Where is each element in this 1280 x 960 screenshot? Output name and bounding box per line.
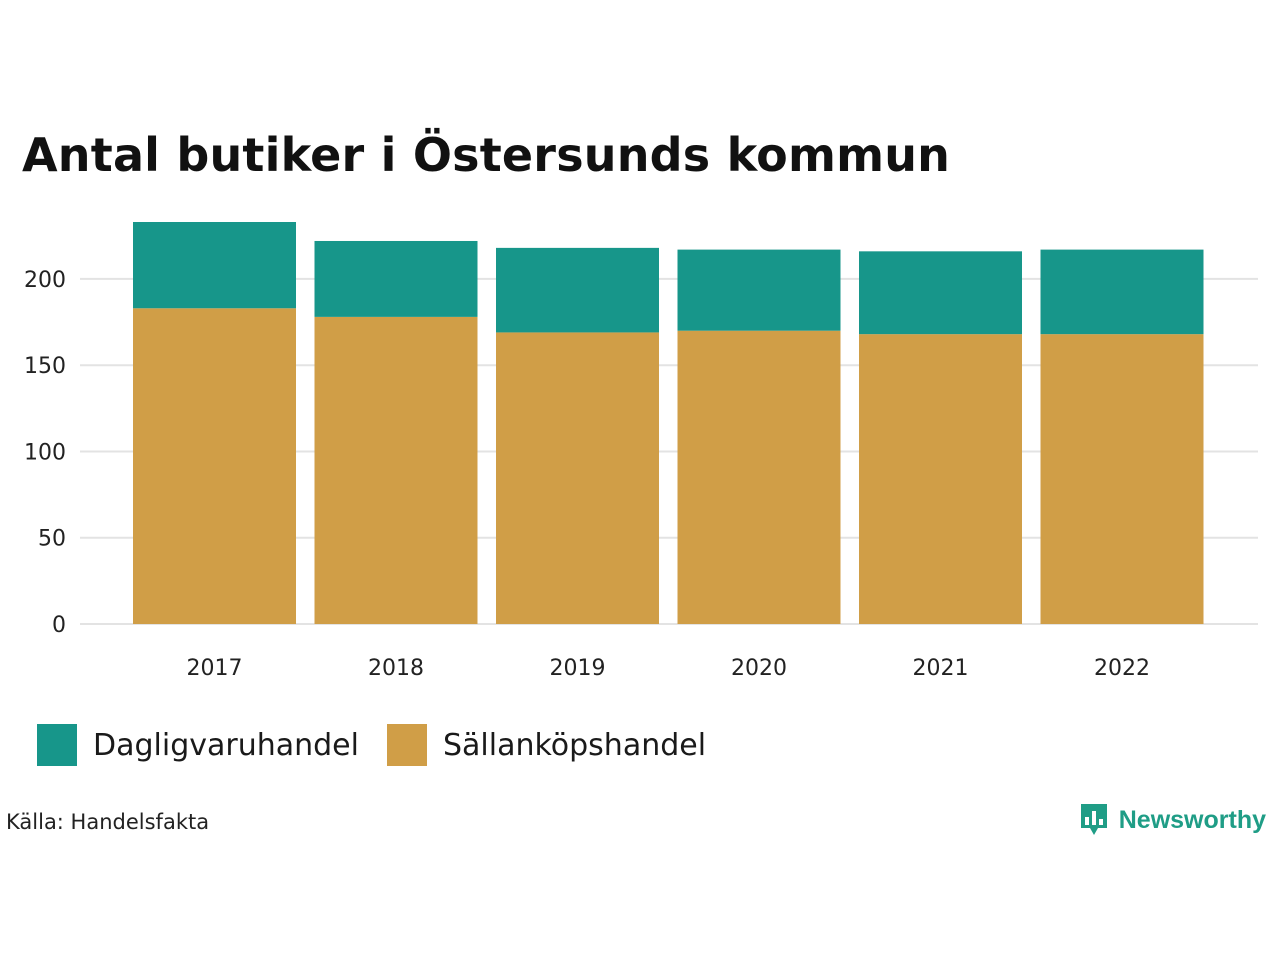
y-tick-label-0: 0 xyxy=(52,613,66,638)
brand-name: Newsworthy xyxy=(1118,805,1266,834)
bar-sallankopshandel-2021 xyxy=(859,334,1022,624)
legend-item-dagligvaruhandel: Dagligvaruhandel xyxy=(37,724,359,766)
x-tick-label-2019: 2019 xyxy=(550,656,606,681)
bar-dagligvaruhandel-2018 xyxy=(314,240,478,317)
legend: Dagligvaruhandel Sällanköpshandel xyxy=(37,724,734,766)
brand: Newsworthy xyxy=(1079,802,1266,838)
legend-label-dagligvaruhandel: Dagligvaruhandel xyxy=(93,727,359,763)
y-tick-label-100: 100 xyxy=(24,440,66,465)
x-tick-label-2018: 2018 xyxy=(368,656,424,681)
chart-title: Antal butiker i Östersunds kommun xyxy=(22,128,951,182)
bar-sallankopshandel-2019 xyxy=(496,332,659,624)
y-tick-label-150: 150 xyxy=(24,354,66,379)
legend-label-sallankopshandel: Sällanköpshandel xyxy=(442,727,707,763)
bar-dagligvaruhandel-2017 xyxy=(133,222,296,309)
x-tick-label-2020: 2020 xyxy=(731,656,787,681)
bar-sallankopshandel-2022 xyxy=(1040,334,1204,624)
y-tick-label-50: 50 xyxy=(38,527,66,552)
x-tick-label-2021: 2021 xyxy=(913,656,969,681)
y-tick-label-200: 200 xyxy=(24,268,66,293)
bar-dagligvaruhandel-2019 xyxy=(496,247,659,333)
bar-dagligvaruhandel-2020 xyxy=(677,249,841,331)
x-tick-label-2017: 2017 xyxy=(187,656,243,681)
bar-dagligvaruhandel-2021 xyxy=(859,251,1022,335)
bar-sallankopshandel-2020 xyxy=(677,330,841,624)
bar-dagligvaruhandel-2022 xyxy=(1040,249,1204,335)
newsworthy-logo-icon xyxy=(1080,804,1107,835)
source-note: Källa: Handelsfakta xyxy=(6,810,210,834)
legend-swatch-dagligvaruhandel xyxy=(37,724,77,766)
legend-item-sallankopshandel: Sällanköpshandel xyxy=(386,724,707,766)
x-tick-label-2022: 2022 xyxy=(1094,656,1150,681)
legend-swatch-sallankopshandel xyxy=(386,724,427,766)
bar-sallankopshandel-2017 xyxy=(133,308,296,624)
bar-sallankopshandel-2018 xyxy=(314,316,478,624)
